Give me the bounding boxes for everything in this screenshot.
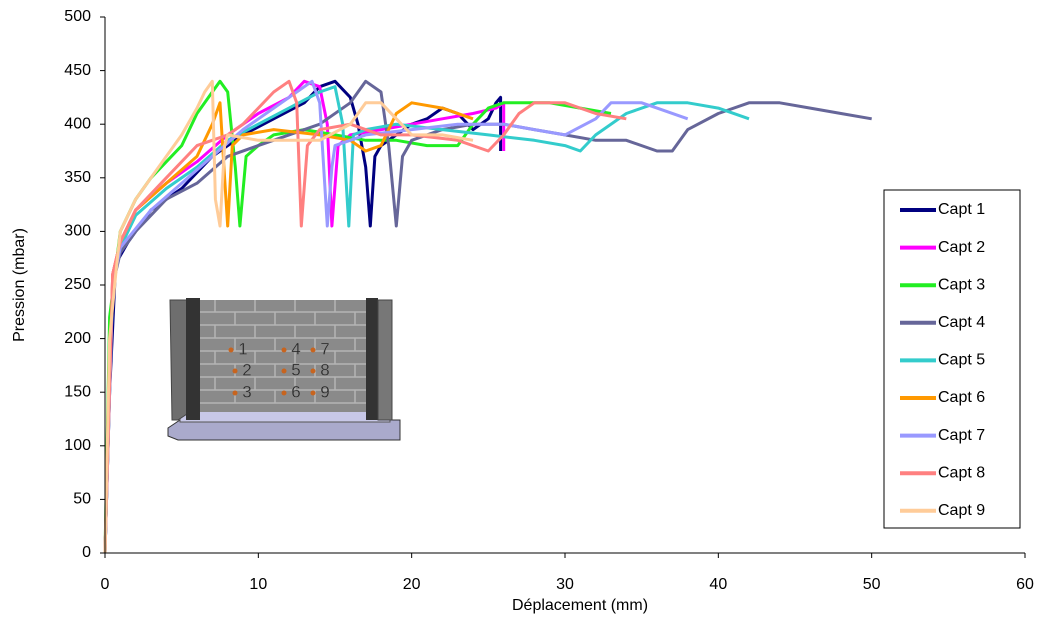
y-tick-label: 100: [64, 437, 91, 454]
brick-pattern: [190, 300, 380, 404]
y-tick-label: 200: [64, 330, 91, 347]
sensor-dot: [310, 368, 316, 374]
right-pillar: [377, 299, 393, 421]
sensor-dot: [281, 347, 287, 353]
sensor-label: 6: [291, 382, 300, 401]
sensor-label: 3: [242, 382, 251, 401]
y-tick-label: 500: [64, 8, 91, 25]
legend-label: Capt 1: [938, 201, 985, 218]
sensor-dot: [232, 368, 238, 374]
right-pillar-edge: [366, 298, 378, 420]
series-line: [103, 85, 750, 554]
sensor-label: 1: [238, 339, 247, 358]
y-axis-label: Pression (mbar): [11, 228, 28, 342]
sensor-dot: [310, 390, 316, 396]
x-axis-label: Déplacement (mm): [512, 597, 648, 614]
y-tick-label: 350: [64, 169, 91, 186]
sensor-dot: [310, 347, 316, 353]
x-tick-label: 0: [101, 576, 110, 593]
series-line: [103, 79, 872, 554]
legend-label: Capt 8: [938, 464, 985, 481]
wall-inset: 1 2 3 4 5 6 7 8 9: [167, 298, 401, 441]
sensor-dot: [281, 390, 287, 396]
sensor-label: 5: [291, 360, 300, 379]
wall-base: [167, 419, 401, 441]
sensor-label: 8: [320, 360, 329, 379]
sensor-dot: [281, 368, 287, 374]
y-tick-label: 400: [64, 115, 91, 132]
y-tick-label: 250: [64, 276, 91, 293]
sensor-dot: [228, 347, 234, 353]
y-tick-label: 0: [82, 544, 91, 561]
series-line: [103, 79, 474, 554]
legend-label: Capt 3: [938, 276, 985, 293]
legend-label: Capt 2: [938, 239, 985, 256]
y-tick-label: 150: [64, 383, 91, 400]
legend-label: Capt 4: [938, 314, 985, 331]
plot-area: [103, 79, 872, 554]
sensor-label: 7: [320, 339, 329, 358]
x-tick-label: 40: [709, 576, 727, 593]
x-tick-label: 10: [249, 576, 267, 593]
x-tick-label: 60: [1016, 576, 1034, 593]
left-pillar-edge: [186, 298, 200, 420]
y-tick-label: 450: [64, 62, 91, 79]
series-line: [103, 79, 627, 554]
y-tick-label: 50: [73, 491, 91, 508]
legend-label: Capt 7: [938, 427, 985, 444]
sensor-label: 2: [242, 360, 251, 379]
x-tick-label: 20: [403, 576, 421, 593]
x-tick-label: 50: [863, 576, 881, 593]
legend-label: Capt 6: [938, 389, 985, 406]
legend-label: Capt 9: [938, 502, 985, 519]
x-tick-label: 30: [556, 576, 574, 593]
sensor-dot: [232, 390, 238, 396]
y-tick-label: 300: [64, 223, 91, 240]
sensor-label: 4: [291, 339, 300, 358]
series-line: [103, 79, 689, 554]
legend-label: Capt 5: [938, 352, 985, 369]
sensor-label: 9: [320, 382, 329, 401]
